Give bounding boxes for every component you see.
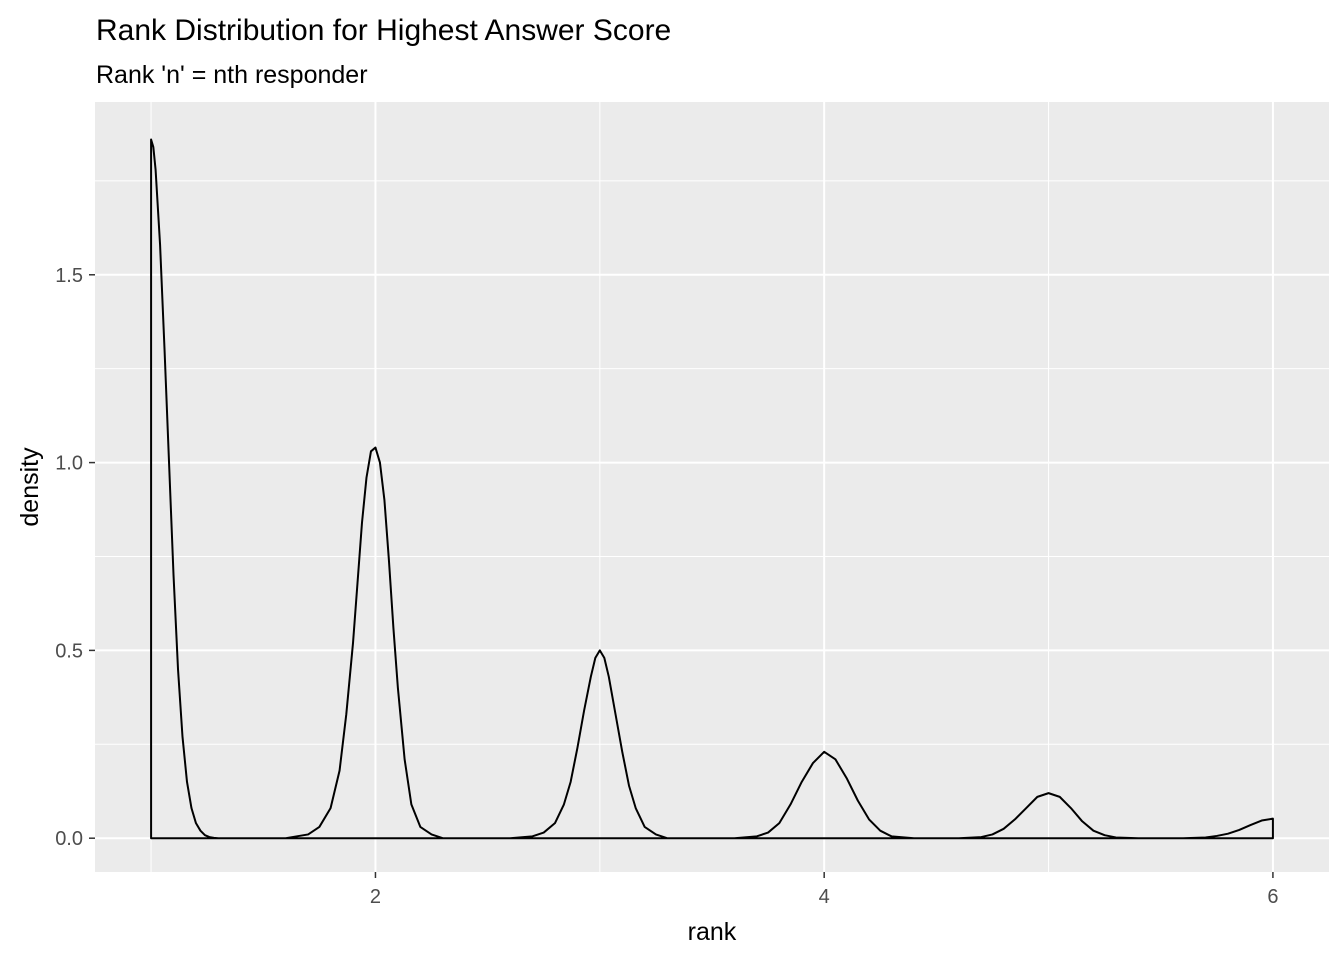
y-tick-label: 1.0 bbox=[55, 453, 83, 475]
y-axis: 0.0 0.5 1.0 1.5 bbox=[55, 265, 95, 850]
y-axis-title: density bbox=[16, 447, 44, 527]
x-axis-title: rank bbox=[688, 918, 737, 946]
minor-gridlines bbox=[95, 102, 1329, 872]
density-area-0 bbox=[150, 138, 1274, 840]
y-tick-label: 0.0 bbox=[55, 828, 83, 850]
series-layer bbox=[150, 138, 1274, 840]
y-tick-label: 1.5 bbox=[55, 265, 83, 287]
x-tick-label: 6 bbox=[1267, 886, 1278, 908]
x-tick-label: 2 bbox=[370, 886, 381, 908]
y-tick-label: 0.5 bbox=[55, 640, 83, 662]
x-tick-label: 4 bbox=[819, 886, 830, 908]
chart-subtitle: Rank 'n' = nth responder bbox=[96, 61, 368, 89]
chart-title: Rank Distribution for Highest Answer Sco… bbox=[96, 14, 671, 47]
plot-panel bbox=[95, 102, 1329, 872]
x-axis: 2 4 6 bbox=[370, 872, 1278, 908]
